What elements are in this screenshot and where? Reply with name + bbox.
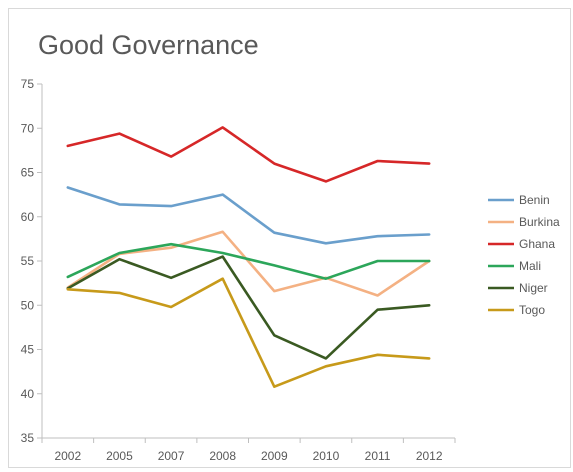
y-tick-label: 55 [21, 254, 35, 268]
legend-label-benin: Benin [519, 193, 550, 207]
x-tick-label: 2011 [365, 449, 391, 463]
y-tick-label: 35 [21, 431, 35, 445]
x-tick-label: 2012 [416, 449, 443, 463]
legend-label-ghana: Ghana [519, 237, 555, 251]
chart-title: Good Governance [38, 30, 259, 60]
y-tick-label: 60 [21, 210, 35, 224]
y-tick-label: 40 [21, 387, 35, 401]
series-line-burkina [66, 230, 431, 297]
y-tick-label: 65 [21, 166, 35, 180]
x-tick-label: 2002 [54, 449, 81, 463]
x-tick-label: 2009 [261, 449, 288, 463]
chart-border [8, 8, 571, 468]
legend-label-burkina: Burkina [519, 215, 560, 229]
x-tick-label: 2008 [209, 449, 236, 463]
series-line-benin [66, 186, 431, 245]
series-line-mali [66, 242, 431, 281]
series-line-niger [66, 255, 431, 360]
x-tick-label: 2005 [106, 449, 133, 463]
legend-label-niger: Niger [519, 281, 548, 295]
legend-label-mali: Mali [519, 259, 541, 273]
x-tick-label: 2010 [313, 449, 340, 463]
y-tick-label: 45 [21, 343, 35, 357]
series-lines [66, 126, 431, 389]
series-line-togo [66, 277, 431, 389]
legend: Benin Burkina Ghana Mali Niger Togo [488, 193, 560, 317]
y-tick-label: 70 [21, 121, 35, 135]
series-line-ghana [66, 126, 431, 183]
legend-label-togo: Togo [519, 303, 545, 317]
x-tick-label: 2007 [158, 449, 185, 463]
axes: 35 40 45 50 55 60 65 70 75 2002 2005 2007 2008 2009 20… [21, 77, 456, 463]
y-tick-label: 50 [21, 298, 35, 312]
y-tick-label: 75 [21, 77, 35, 91]
